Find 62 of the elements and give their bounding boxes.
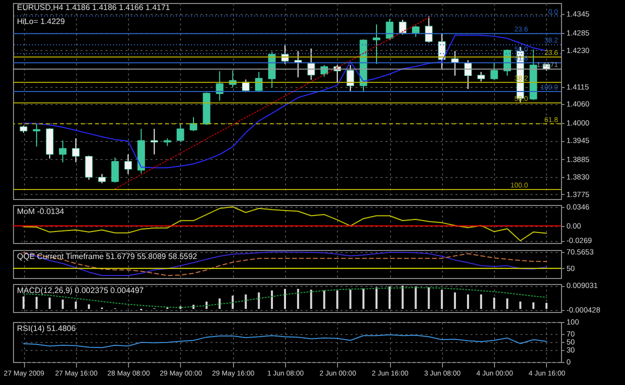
bar	[74, 302, 77, 309]
candlestick	[190, 116, 198, 132]
candlestick	[398, 19, 406, 36]
bar	[270, 290, 273, 309]
bar	[506, 298, 508, 309]
bar	[36, 296, 38, 309]
candlestick	[464, 60, 472, 90]
bar	[440, 290, 443, 309]
candlestick	[150, 128, 158, 155]
bar	[323, 290, 326, 309]
bar	[297, 288, 300, 309]
candlestick	[438, 32, 446, 70]
annotation: HiLo= 1.4229	[17, 17, 66, 26]
bar	[402, 286, 404, 309]
candlestick	[346, 64, 354, 92]
chart-title: RSI(14) 51.4806	[17, 324, 76, 333]
candlestick	[386, 18, 394, 40]
bar	[22, 296, 25, 309]
bar	[244, 294, 247, 309]
bar	[545, 302, 548, 309]
bar	[48, 298, 51, 309]
candlestick	[372, 24, 380, 65]
candlestick	[124, 154, 132, 175]
bar	[519, 302, 522, 309]
candlestick	[72, 138, 80, 163]
bar	[362, 288, 364, 309]
candlestick	[32, 122, 40, 148]
candlestick	[242, 79, 250, 93]
candlestick	[412, 25, 420, 38]
bar	[480, 294, 482, 309]
candlestick	[59, 140, 67, 163]
bar	[493, 298, 496, 309]
bar	[376, 287, 378, 309]
bar	[310, 290, 312, 309]
line-series	[23, 334, 547, 348]
bar	[532, 302, 534, 309]
bar	[88, 304, 90, 309]
candlestick	[307, 48, 315, 80]
bar	[336, 290, 338, 309]
bar	[388, 286, 391, 309]
candlestick	[98, 174, 106, 184]
bar	[349, 290, 352, 309]
chart-title: MACD(12,26,9) 0.002375 0.004497	[17, 286, 144, 295]
line-series	[114, 17, 430, 190]
candlestick	[477, 71, 485, 82]
candlestick	[425, 16, 433, 44]
bar	[414, 286, 417, 309]
candlestick	[85, 155, 93, 180]
candlestick	[216, 70, 224, 102]
bar	[258, 292, 260, 309]
candlestick	[176, 122, 184, 143]
candlestick	[111, 157, 119, 184]
bar	[467, 294, 470, 309]
bar	[218, 298, 221, 309]
chart-title: MoM -0.0134	[17, 207, 65, 216]
bar	[428, 287, 430, 309]
chart-title: EURUSD,H4 1.4186 1.4186 1.4166 1.4171	[17, 3, 171, 12]
bar	[284, 288, 286, 309]
bar	[454, 292, 456, 309]
bar	[232, 296, 234, 309]
candlestick	[490, 62, 498, 80]
bar	[62, 300, 64, 309]
